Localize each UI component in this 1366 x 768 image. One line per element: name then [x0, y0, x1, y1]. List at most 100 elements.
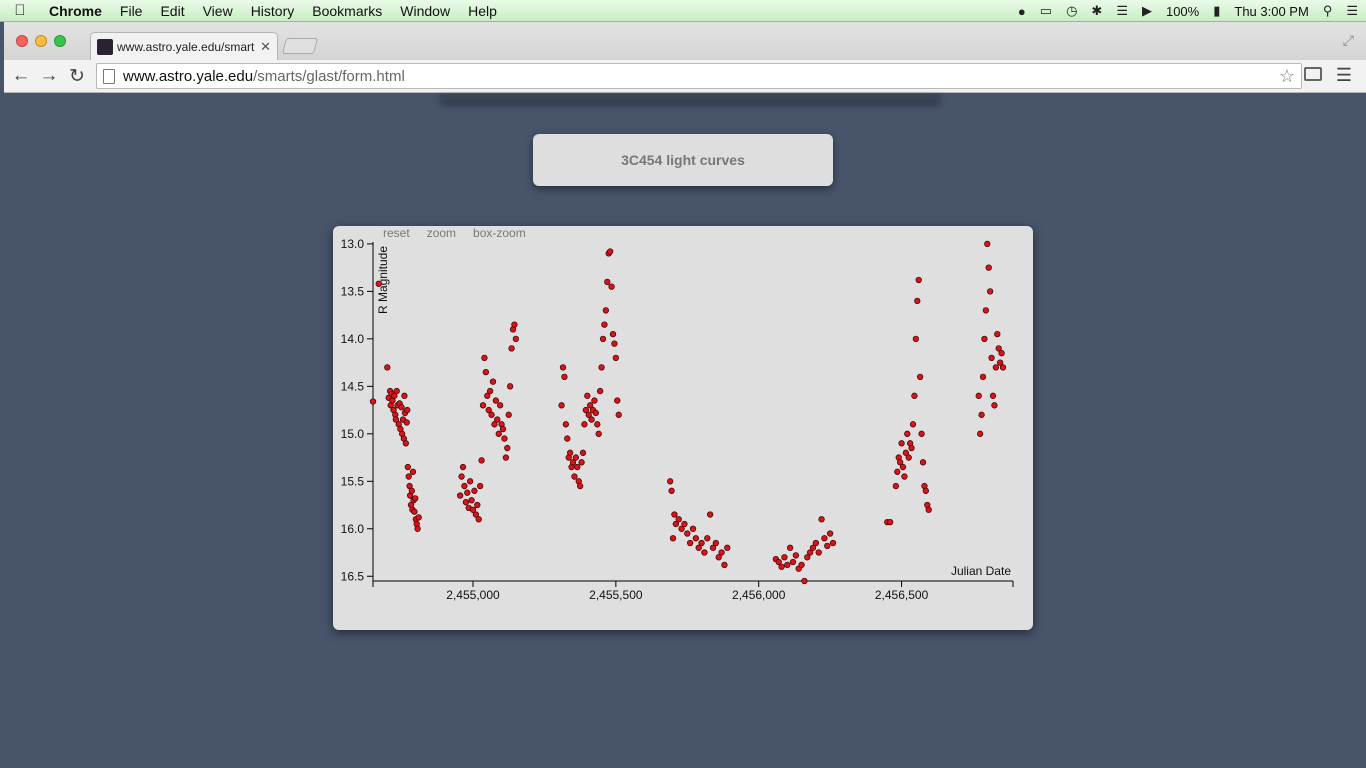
data-point: [818, 516, 825, 523]
spotlight-search-icon[interactable]: ⚲: [1322, 3, 1333, 18]
data-point: [709, 544, 717, 551]
data-point: [591, 397, 598, 404]
data-point: [409, 468, 417, 475]
data-point: [821, 535, 828, 542]
data-point: [905, 454, 912, 461]
data-point: [491, 421, 498, 428]
light-curve-chart[interactable]: 13.0 13.5 14.0 14.5 15.0 15.5 16.0 16.5 2,455,00…: [333, 226, 1033, 630]
data-point: [896, 459, 904, 466]
minimize-window-button[interactable]: [35, 35, 47, 47]
y-tick-label: 14.5: [341, 379, 365, 393]
chrome-menu-icon[interactable]: ☰: [1335, 65, 1352, 85]
data-point: [458, 473, 465, 480]
data-point: [581, 421, 588, 428]
reset-button[interactable]: reset: [383, 226, 410, 240]
menu-window[interactable]: Window: [400, 2, 451, 19]
data-point: [606, 248, 614, 255]
page-title-panel: 3C454 light curves: [533, 134, 833, 186]
clock[interactable]: Thu 3:00 PM: [1234, 3, 1309, 19]
browser-tab[interactable]: www.astro.yale.edu/smart ✕: [90, 32, 278, 60]
data-point: [488, 411, 495, 418]
data-point: [712, 539, 720, 547]
close-tab-icon[interactable]: ✕: [260, 38, 271, 54]
chart-controls: reset zoom box-zoom: [383, 226, 526, 240]
data-point: [598, 364, 605, 371]
data-point: [798, 561, 805, 569]
data-point: [511, 321, 518, 328]
data-point: [414, 525, 421, 532]
data-point: [686, 539, 694, 547]
zoom-button[interactable]: zoom: [426, 226, 457, 240]
data-point: [826, 530, 834, 537]
notification-center-icon[interactable]: ☰: [1346, 3, 1358, 18]
volume-icon[interactable]: ▶: [1141, 3, 1152, 18]
data-point: [724, 544, 731, 551]
data-point: [564, 435, 571, 442]
data-point: [669, 535, 677, 542]
data-point: [401, 392, 408, 399]
bookmark-star-icon[interactable]: ☆: [1278, 66, 1295, 86]
data-point: [495, 430, 502, 437]
x-tick-label: 2,456,000: [732, 588, 786, 602]
data-point: [978, 411, 985, 418]
reload-icon[interactable]: ↻: [69, 66, 85, 87]
data-point: [602, 307, 610, 314]
data-point: [999, 364, 1007, 371]
data-point: [721, 561, 728, 569]
data-point: [775, 558, 782, 566]
wifi-icon[interactable]: ☰: [1116, 3, 1128, 18]
menu-help[interactable]: Help: [468, 2, 497, 19]
data-point: [512, 335, 520, 343]
address-bar[interactable]: www.astro.yale.edu /smarts/glast/form.ht…: [96, 63, 1302, 89]
data-point: [892, 482, 900, 490]
cast-icon[interactable]: [1304, 67, 1322, 81]
data-point: [576, 482, 584, 490]
battery-percent[interactable]: 100%: [1165, 3, 1200, 19]
close-window-button[interactable]: [16, 35, 28, 47]
data-point: [601, 321, 608, 328]
battery-icon[interactable]: ▮: [1213, 3, 1221, 18]
back-arrow-icon[interactable]: ←: [11, 65, 31, 86]
fullscreen-icon[interactable]: ⤢: [1342, 32, 1354, 48]
data-point: [485, 406, 492, 414]
data-point: [579, 449, 587, 456]
data-point: [566, 449, 574, 456]
airplay-icon[interactable]: ▭: [1039, 3, 1053, 18]
data-point: [476, 482, 484, 490]
data-point: [561, 373, 568, 380]
data-point: [925, 506, 932, 513]
forward-arrow-icon[interactable]: →: [39, 65, 59, 86]
new-tab-button[interactable]: [281, 38, 319, 54]
data-point: [986, 288, 994, 295]
data-point: [496, 402, 504, 409]
data-point: [505, 411, 512, 418]
apple-menu-icon[interactable]: : [0, 2, 40, 19]
data-point: [464, 489, 471, 496]
data-point: [375, 280, 382, 287]
data-point: [666, 478, 674, 485]
data-point: [982, 307, 990, 314]
menu-edit[interactable]: Edit: [160, 2, 185, 19]
x-tick-label: 2,456,500: [875, 588, 929, 602]
data-point: [502, 454, 510, 461]
data-point: [411, 508, 418, 515]
zoom-window-button[interactable]: [54, 35, 66, 47]
data-point: [698, 539, 705, 547]
bluetooth-icon[interactable]: ✱: [1091, 3, 1103, 18]
box-zoom-button[interactable]: box-zoom: [473, 226, 526, 240]
y-axis-label: R Magnitude: [376, 246, 390, 314]
menu-app-name[interactable]: Chrome: [49, 2, 102, 19]
data-point: [786, 544, 794, 551]
data-point: [402, 440, 410, 447]
menu-view[interactable]: View: [202, 2, 233, 19]
data-point: [468, 497, 475, 504]
data-point: [392, 416, 400, 423]
menu-history[interactable]: History: [250, 2, 295, 19]
data-point: [588, 416, 595, 423]
time-machine-icon[interactable]: ◷: [1066, 3, 1078, 18]
menu-bookmarks[interactable]: Bookmarks: [312, 2, 383, 19]
data-point: [976, 430, 984, 437]
notification-icon[interactable]: ●: [1017, 3, 1026, 19]
menu-file[interactable]: File: [119, 2, 143, 19]
y-tick-label: 16.0: [341, 522, 365, 536]
